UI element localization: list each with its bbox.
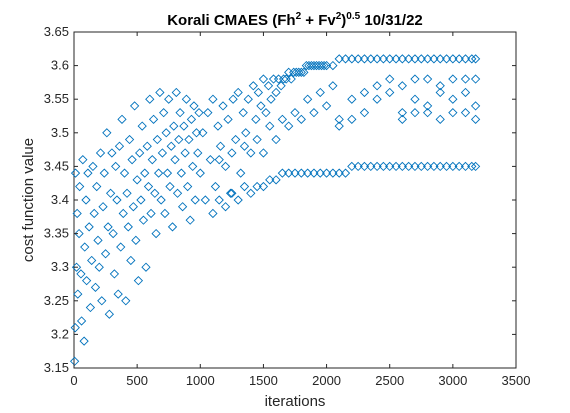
y-tick-label: 3.6 xyxy=(51,58,69,73)
x-tick-label: 1000 xyxy=(186,373,215,388)
y-tick-label: 3.4 xyxy=(51,192,69,207)
plot-area xyxy=(74,32,516,368)
chart-title-part: 10/31/22 xyxy=(360,12,423,29)
y-tick-label: 3.2 xyxy=(51,326,69,341)
y-tick-label: 3.15 xyxy=(44,360,69,375)
x-axis-label: iterations xyxy=(265,393,326,410)
y-tick-label: 3.65 xyxy=(44,24,69,39)
x-tick-label: 3500 xyxy=(502,373,531,388)
chart-title-part: + Fv xyxy=(301,12,336,29)
chart-title-part: 0.5 xyxy=(346,11,360,22)
y-tick-label: 3.5 xyxy=(51,125,69,140)
x-tick-label: 2000 xyxy=(312,373,341,388)
chart-title-part: Korali CMAES (Fh xyxy=(167,12,295,29)
x-tick-label: 1500 xyxy=(249,373,278,388)
y-tick-label: 3.55 xyxy=(44,91,69,106)
x-tick-label: 2500 xyxy=(375,373,404,388)
y-tick-label: 3.35 xyxy=(44,226,69,241)
x-tick-label: 0 xyxy=(70,373,77,388)
x-tick-label: 500 xyxy=(126,373,148,388)
y-tick-label: 3.25 xyxy=(44,293,69,308)
y-axis-label: cost function value xyxy=(20,138,37,262)
y-tick-label: 3.45 xyxy=(44,158,69,173)
x-tick-label: 3000 xyxy=(438,373,467,388)
y-tick-label: 3.3 xyxy=(51,259,69,274)
chart-title: Korali CMAES (Fh2 + Fv2)0.5 10/31/22 xyxy=(167,11,423,29)
